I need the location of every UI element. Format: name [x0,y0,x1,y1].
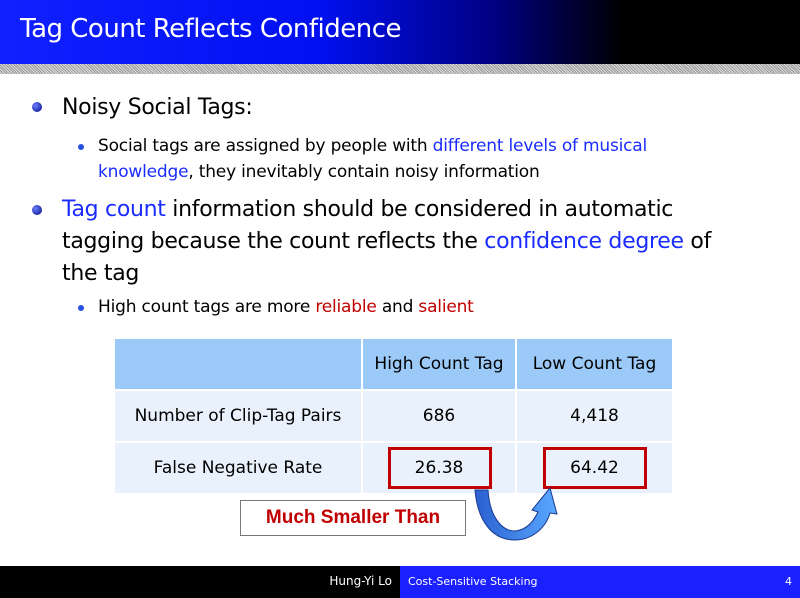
slide-footer: Hung-Yi Lo Cost-Sensitive Stacking 4 [0,566,800,598]
highlight-text: reliable [315,297,377,317]
sub-bullet-icon [78,144,84,150]
highlight-text: different levels of musical knowledge [98,136,648,182]
slide-title: Tag Count Reflects Confidence [20,14,402,44]
table-cell: 686 [363,391,515,441]
footer-band: Cost-Sensitive Stacking 4 [400,566,800,598]
table-cell: 4,418 [517,391,672,441]
highlight-text: salient [418,297,474,317]
text: and [376,297,419,317]
header-divider [0,64,800,74]
header-cell: Low Count Tag [517,339,672,389]
annotation-label: Much Smaller Than [240,500,466,536]
sub-bullet-icon [78,305,84,311]
bullet-noisy-tags: Noisy Social Tags: [62,95,253,120]
text: High count tags are more [98,297,316,317]
header-cell [115,339,361,389]
bullet-tag-count: Tag count information should be consider… [62,194,742,290]
sub-bullet-high-count: High count tags are more reliable and sa… [98,294,474,320]
row-label: False Negative Rate [115,443,361,493]
text: Social tags are assigned by people with [98,136,433,156]
highlight-box-high [388,447,492,489]
footer-author: Hung-Yi Lo [329,574,392,588]
text: of the tag [62,229,712,286]
bullet-icon [32,102,42,112]
slide-header: Tag Count Reflects Confidence [0,0,800,64]
footer-talk-title: Cost-Sensitive Stacking [408,575,538,588]
table-row: Number of Clip-Tag Pairs 686 4,418 [115,391,672,441]
text: , they inevitably contain noisy informat… [188,162,540,182]
highlight-text: confidence degree [484,229,684,254]
page-number: 4 [785,575,792,588]
highlight-text: Tag count [62,197,166,222]
row-label: Number of Clip-Tag Pairs [115,391,361,441]
curved-arrow-icon [474,486,558,541]
text: information should be considered in auto… [62,197,674,254]
sub-bullet-social-tags: Social tags are assigned by people with … [98,133,718,185]
comparison-table: High Count Tag Low Count Tag Number of C… [113,337,674,495]
table-header-row: High Count Tag Low Count Tag [115,339,672,389]
highlight-box-low [543,447,647,489]
bullet-icon [32,205,42,215]
header-cell: High Count Tag [363,339,515,389]
